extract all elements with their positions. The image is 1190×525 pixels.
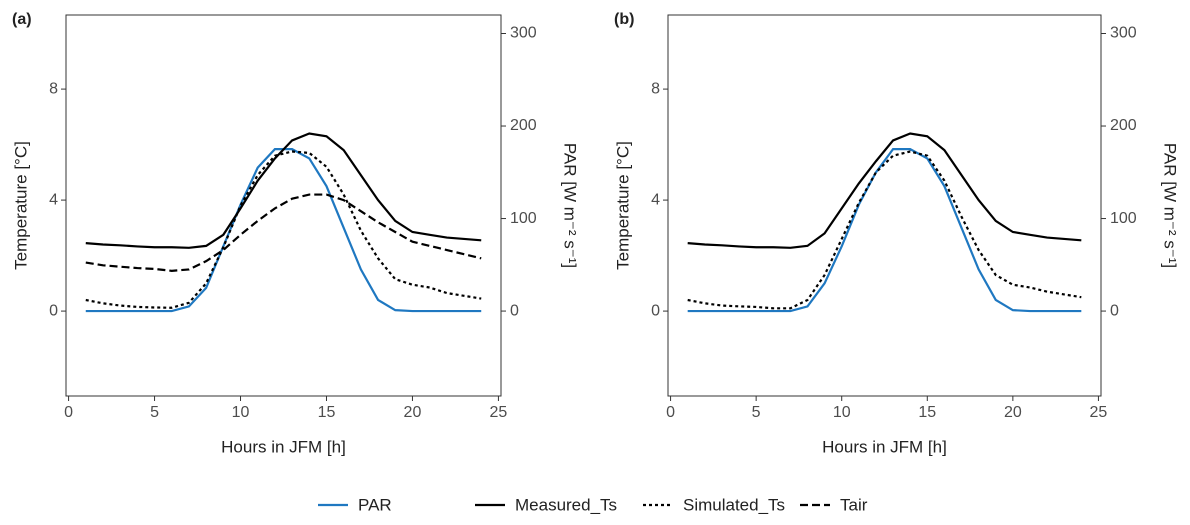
y2-axis-label: PAR [W m⁻² s⁻¹] (561, 143, 580, 268)
y2-tick-label: 0 (1110, 302, 1119, 319)
y2-tick-label: 200 (1110, 117, 1137, 134)
y-tick-label: 4 (651, 191, 660, 208)
x-tick-label: 10 (232, 404, 250, 421)
y-tick-label: 0 (651, 302, 660, 319)
plot-frame (65, 14, 502, 397)
plot-frame (667, 14, 1102, 397)
series-line (687, 150, 1082, 310)
y-tick-label: 8 (651, 80, 660, 97)
y2-tick-label: 200 (510, 117, 537, 134)
x-tick-label: 15 (318, 404, 336, 421)
y2-tick-label: 100 (510, 210, 537, 227)
legend-label: Measured_Ts (515, 495, 617, 514)
x-tick-label: 15 (918, 404, 936, 421)
series-line (85, 193, 482, 272)
y2-tick-label: 300 (510, 25, 537, 42)
x-tick-label: 20 (404, 404, 422, 421)
x-axis-label: Hours in JFM [h] (221, 437, 346, 456)
y-tick-label: 4 (49, 191, 58, 208)
y-axis-label: Temperature [°C] (11, 141, 30, 270)
series-line (85, 150, 482, 309)
x-tick-label: 5 (150, 404, 159, 421)
y-tick-label: 8 (49, 80, 58, 97)
y2-tick-label: 0 (510, 302, 519, 319)
y-axis-label: Temperature [°C] (613, 141, 632, 270)
series-line (687, 148, 1082, 313)
x-tick-label: 0 (666, 404, 675, 421)
y2-axis-label: PAR [W m⁻² s⁻¹] (1161, 143, 1180, 268)
x-tick-label: 20 (1004, 404, 1022, 421)
x-axis-label: Hours in JFM [h] (822, 437, 947, 456)
y2-tick-label: 300 (1110, 25, 1137, 42)
series-line (85, 132, 482, 249)
legend-label: Tair (840, 495, 868, 514)
x-tick-label: 25 (490, 404, 508, 421)
x-tick-label: 0 (64, 404, 73, 421)
x-tick-label: 5 (752, 404, 761, 421)
x-tick-label: 10 (833, 404, 851, 421)
x-tick-label: 25 (1090, 404, 1108, 421)
panel-title: (b) (614, 11, 634, 28)
panel-title: (a) (12, 11, 32, 28)
legend-label: Simulated_Ts (683, 495, 785, 514)
y2-tick-label: 100 (1110, 210, 1137, 227)
legend-label: PAR (358, 495, 392, 514)
y-tick-label: 0 (49, 302, 58, 319)
series-line (687, 132, 1082, 249)
